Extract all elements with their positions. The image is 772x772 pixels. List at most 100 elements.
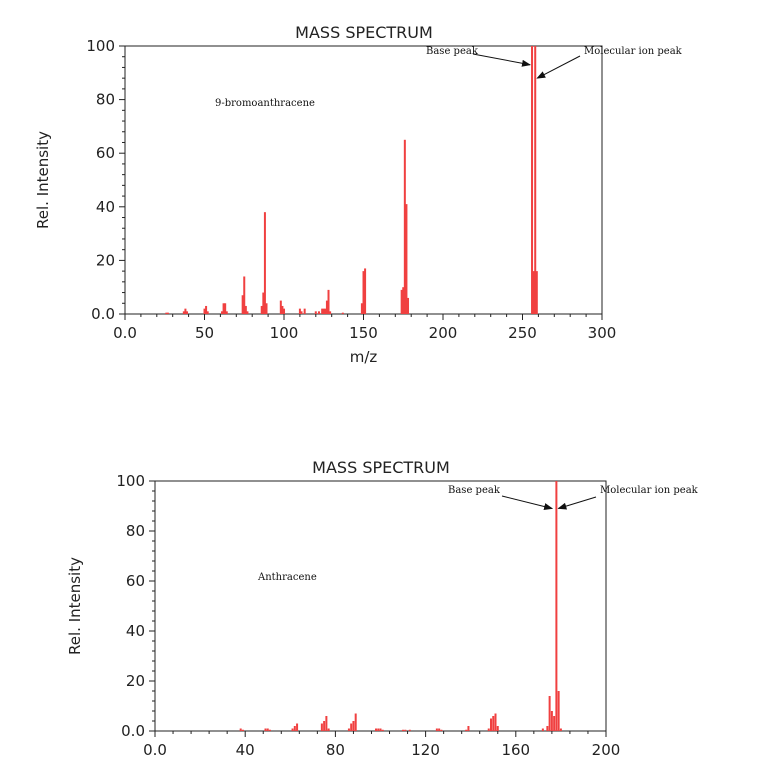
spectrum-peak-bar xyxy=(303,308,306,314)
spectrum-peak-bar xyxy=(546,726,549,731)
y-tick-label: 60 xyxy=(96,144,115,162)
x-tick-label: 160 xyxy=(501,741,530,759)
annotation-arrow xyxy=(536,55,581,79)
x-tick-label: 200 xyxy=(592,741,621,759)
spectrum-peak-bar xyxy=(374,728,377,731)
spectrum-peak-bar xyxy=(283,308,285,314)
x-tick-label: 100 xyxy=(270,324,299,342)
spectrum-peak-bar xyxy=(360,303,363,314)
x-tick-label: 0.0 xyxy=(143,741,167,759)
spectrum-peak-bar xyxy=(260,305,263,314)
spectrum-peak-bar xyxy=(404,729,407,731)
spectrum-peak-bar xyxy=(327,728,330,731)
spectrum-peak-bar xyxy=(281,305,284,314)
spectrum-peak-bar xyxy=(184,308,187,314)
spectrum-peak-bar xyxy=(341,312,344,314)
spectrum-peak-bar xyxy=(220,311,223,314)
compound-name: 9-bromoanthracene xyxy=(215,98,315,109)
spectrum-peak-bar xyxy=(402,287,405,314)
annotation-arrow xyxy=(557,496,597,510)
spectrum-peak-bar xyxy=(293,726,296,731)
spectrum-peak-bar xyxy=(489,718,492,731)
annotation-label: Base peak xyxy=(426,46,479,57)
spectrum-peak-bar xyxy=(300,311,303,314)
spectrum-peak-bar xyxy=(222,303,225,314)
spectrum-peak-bar xyxy=(492,716,495,731)
y-axis-label: Rel. Intensity xyxy=(34,131,52,229)
spectrum-peak-bar xyxy=(400,289,403,314)
spectrum-peak-bar xyxy=(381,729,384,731)
annotation-label: Base peak xyxy=(448,485,501,496)
spectrum-peak-bar xyxy=(241,729,244,731)
spectrum-peak-bar xyxy=(350,723,353,731)
spectrum-peak-bar xyxy=(555,481,558,731)
plot-frame xyxy=(154,480,607,732)
spectrum-peak-bar xyxy=(239,728,242,731)
spectrum-peak-bar xyxy=(408,729,411,731)
spectrum-chart-1: MASS SPECTRUM 0.0 20 40 60 80 100 0.0 50 100 150 20… xyxy=(34,23,683,366)
annotation-label: Molecular ion peak xyxy=(600,485,699,496)
y-tick-label: 0.0 xyxy=(91,305,115,323)
spectrum-peak-bar xyxy=(205,305,208,314)
spectrum-peak-bar xyxy=(541,728,544,731)
spectrum-peak-bar xyxy=(279,300,282,314)
y-tick-label: 40 xyxy=(96,198,115,216)
x-tick-label: 50 xyxy=(195,324,214,342)
spectrum-peak-bar xyxy=(377,728,380,731)
spectrum-peak-bar xyxy=(559,728,562,731)
annotation-label: Molecular ion peak xyxy=(584,46,683,57)
chart-title: MASS SPECTRUM xyxy=(295,23,433,42)
spectrum-peak-bar xyxy=(186,311,189,314)
y-tick-label: 60 xyxy=(126,572,145,590)
spectrum-peak-bar xyxy=(550,711,553,731)
y-tick-label: 20 xyxy=(126,672,145,690)
spectrum-peak-bar xyxy=(553,716,556,731)
spectrum-peak-bar xyxy=(407,297,410,314)
x-tick-label: 80 xyxy=(326,741,345,759)
spectrum-peak-bar xyxy=(352,721,355,731)
spectrum-peak-bar xyxy=(362,271,365,314)
spectrum-peak-bar xyxy=(224,303,227,314)
spectrum-peak-bar xyxy=(467,726,470,731)
spectrum-peak-bar xyxy=(327,289,330,314)
x-axis-label: m/z xyxy=(350,348,378,366)
spectrum-peak-bar xyxy=(244,305,247,314)
spectrum-peak-bar xyxy=(354,713,357,731)
x-tick-label: 200 xyxy=(429,324,458,342)
spectrum-peak-bar xyxy=(548,696,551,731)
annotation-arrow xyxy=(472,53,532,67)
y-axis-label: Rel. Intensity xyxy=(66,557,84,655)
spectrum-peak-bar xyxy=(296,723,299,731)
spectrum-peak-bar xyxy=(435,728,438,731)
spectrum-peak-bar xyxy=(325,300,328,314)
spectrum-peak-bar xyxy=(494,713,497,731)
spectrum-peak-bar xyxy=(243,276,246,314)
spectrum-peak-bar xyxy=(405,204,408,314)
y-tick-label: 100 xyxy=(116,472,145,490)
spectrum-peak-bar xyxy=(266,728,269,731)
spectrum-peak-bar xyxy=(440,729,443,731)
x-tick-label: 40 xyxy=(236,741,255,759)
spectrum-peak-bar xyxy=(487,728,490,731)
spectrum-peak-bar xyxy=(269,729,272,731)
spectrum-peak-bar xyxy=(317,311,320,314)
y-tick-label: 20 xyxy=(96,251,115,269)
x-tick-label: 0.0 xyxy=(113,324,137,342)
spectrum-peak-bar xyxy=(264,728,267,731)
spectrum-peak-bar xyxy=(323,721,326,731)
spectrum-peak-bar xyxy=(496,726,499,731)
x-tick-label: 250 xyxy=(508,324,537,342)
spectrum-peak-bar xyxy=(325,716,328,731)
x-tick-label: 120 xyxy=(411,741,440,759)
spectrum-peak-bar xyxy=(465,729,468,731)
spectrum-peak-bar xyxy=(263,212,266,314)
spectrum-peak-bar xyxy=(329,311,332,314)
spectrum-peak-bar xyxy=(314,311,317,314)
y-tick-label: 100 xyxy=(86,37,115,55)
spectrum-peak-bar xyxy=(347,728,350,731)
compound-name: Anthracene xyxy=(257,572,317,583)
spectrum-peak-bar xyxy=(298,308,301,314)
spectrum-peak-bar xyxy=(165,312,168,314)
spectrum-peak-bar xyxy=(379,728,382,731)
spectrum-peak-bar xyxy=(265,303,268,314)
